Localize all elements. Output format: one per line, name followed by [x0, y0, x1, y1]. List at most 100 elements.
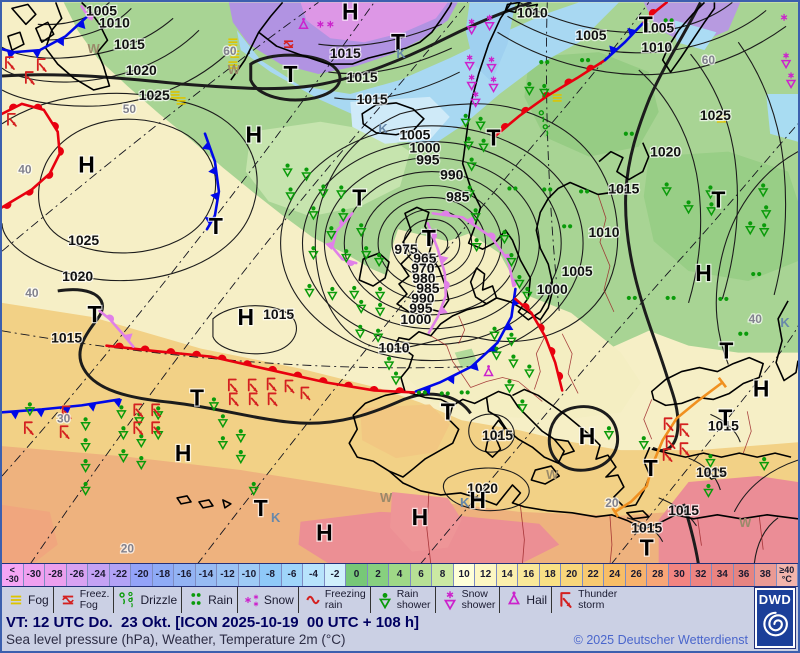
ts-symbol [7, 112, 17, 127]
scale-cell: < -30 [2, 564, 24, 586]
airmass-label: W [739, 515, 752, 530]
ts-icon [560, 592, 572, 608]
pressure-label: 1005 [643, 19, 674, 35]
shR-symbol [638, 436, 650, 451]
legend-label: Thunder storm [578, 587, 618, 611]
ts-symbol [228, 392, 239, 407]
ts-symbol [151, 403, 162, 418]
legend-item-rain: Rain [182, 587, 238, 613]
isobar [715, 151, 798, 365]
ts-symbol [665, 435, 676, 450]
isobar [2, 47, 234, 107]
front-cold [603, 21, 646, 62]
pressure-label: 1020 [62, 268, 93, 284]
front-cold [2, 398, 123, 420]
hail-symbol [508, 591, 521, 605]
drz-symbol [128, 597, 134, 608]
isobar [658, 497, 697, 527]
scale-cell: -26 [66, 564, 89, 586]
graticule-label: 20 [121, 542, 135, 556]
shR-symbol [304, 283, 315, 298]
coastline [504, 2, 521, 14]
isobar [710, 413, 741, 443]
dwd-logo-text: DWD [758, 592, 792, 607]
coastline [651, 448, 792, 458]
scale-cell: 0 [346, 564, 368, 586]
coastline [704, 468, 725, 480]
front-occ [426, 222, 450, 335]
shR-symbol [504, 379, 515, 394]
temperature-region [386, 229, 641, 421]
graticule-label: 40 [25, 286, 39, 300]
snS-symbol [443, 591, 456, 611]
pressure-label: 1015 [330, 45, 361, 61]
coastline [388, 470, 798, 530]
shR-symbol [471, 238, 482, 253]
ts-symbol [266, 377, 277, 392]
snS-icon [443, 591, 456, 611]
coastline [452, 396, 487, 407]
snS-symbol [488, 76, 499, 93]
legend-item-frz: Freezing rain [299, 587, 371, 613]
rn-symbol [191, 601, 201, 605]
shR-symbol [524, 364, 535, 379]
snS-symbol [466, 74, 477, 91]
scale-cell: 26 [625, 564, 648, 586]
isobar-bold [57, 288, 472, 425]
legend-label: Hail [526, 593, 548, 607]
snS-symbol [470, 91, 481, 108]
ffog-symbol [283, 40, 294, 48]
ts-symbol [679, 442, 690, 457]
rn-symbol [507, 186, 518, 191]
ts-symbol [36, 58, 47, 72]
legend-item-shR: Rain shower [371, 587, 436, 613]
legend-label: Rain shower [396, 587, 431, 611]
isobar [2, 92, 258, 282]
coastline [461, 2, 625, 321]
sn-symbol [317, 20, 324, 28]
shR-symbol [744, 221, 756, 236]
temperature-region [524, 52, 659, 157]
legend-item-snow: Snow [238, 587, 299, 613]
legend-item-hail: Hail [500, 587, 553, 613]
snS-symbol [464, 54, 475, 72]
graticule-label: 30 [57, 411, 71, 425]
low-center-label: T [254, 495, 268, 521]
shR-symbol [118, 426, 129, 441]
pressure-label: 1015 [608, 180, 639, 196]
legend-label: Snow shower [461, 587, 496, 611]
shR-symbol [80, 459, 91, 474]
isobar-bold [624, 2, 702, 452]
isobar-bold [547, 405, 620, 472]
rn-symbol [539, 60, 550, 65]
temperature-region [643, 151, 798, 282]
shR-symbol [285, 187, 296, 202]
shR-symbol [466, 157, 477, 172]
scale-cell: 24 [604, 564, 626, 586]
graticule-label: 60 [223, 44, 237, 58]
sn-symbol [253, 601, 259, 607]
isobar-ring [343, 171, 520, 316]
isobar [37, 2, 110, 26]
pressure-label: 1015 [668, 502, 699, 518]
ffog-symbol [61, 595, 74, 605]
country-border [561, 333, 579, 394]
temperature-region [390, 491, 462, 552]
front-warm [105, 342, 416, 394]
rn-symbol [718, 296, 729, 302]
scale-cell: 34 [712, 564, 734, 586]
scale-cell: 20 [561, 564, 583, 586]
shR-symbol [758, 457, 770, 472]
frz-symbol [306, 595, 320, 605]
shR-symbol [308, 246, 319, 261]
shR-icon [378, 592, 391, 610]
coastline [598, 142, 650, 181]
shR-symbol [282, 163, 293, 178]
country-border [758, 515, 764, 550]
country-border [597, 194, 615, 313]
shR-symbol [24, 402, 36, 417]
sn-symbol [244, 596, 251, 604]
coastline [626, 510, 650, 520]
high-center-label: H [412, 504, 429, 530]
rn-symbol [579, 189, 590, 194]
